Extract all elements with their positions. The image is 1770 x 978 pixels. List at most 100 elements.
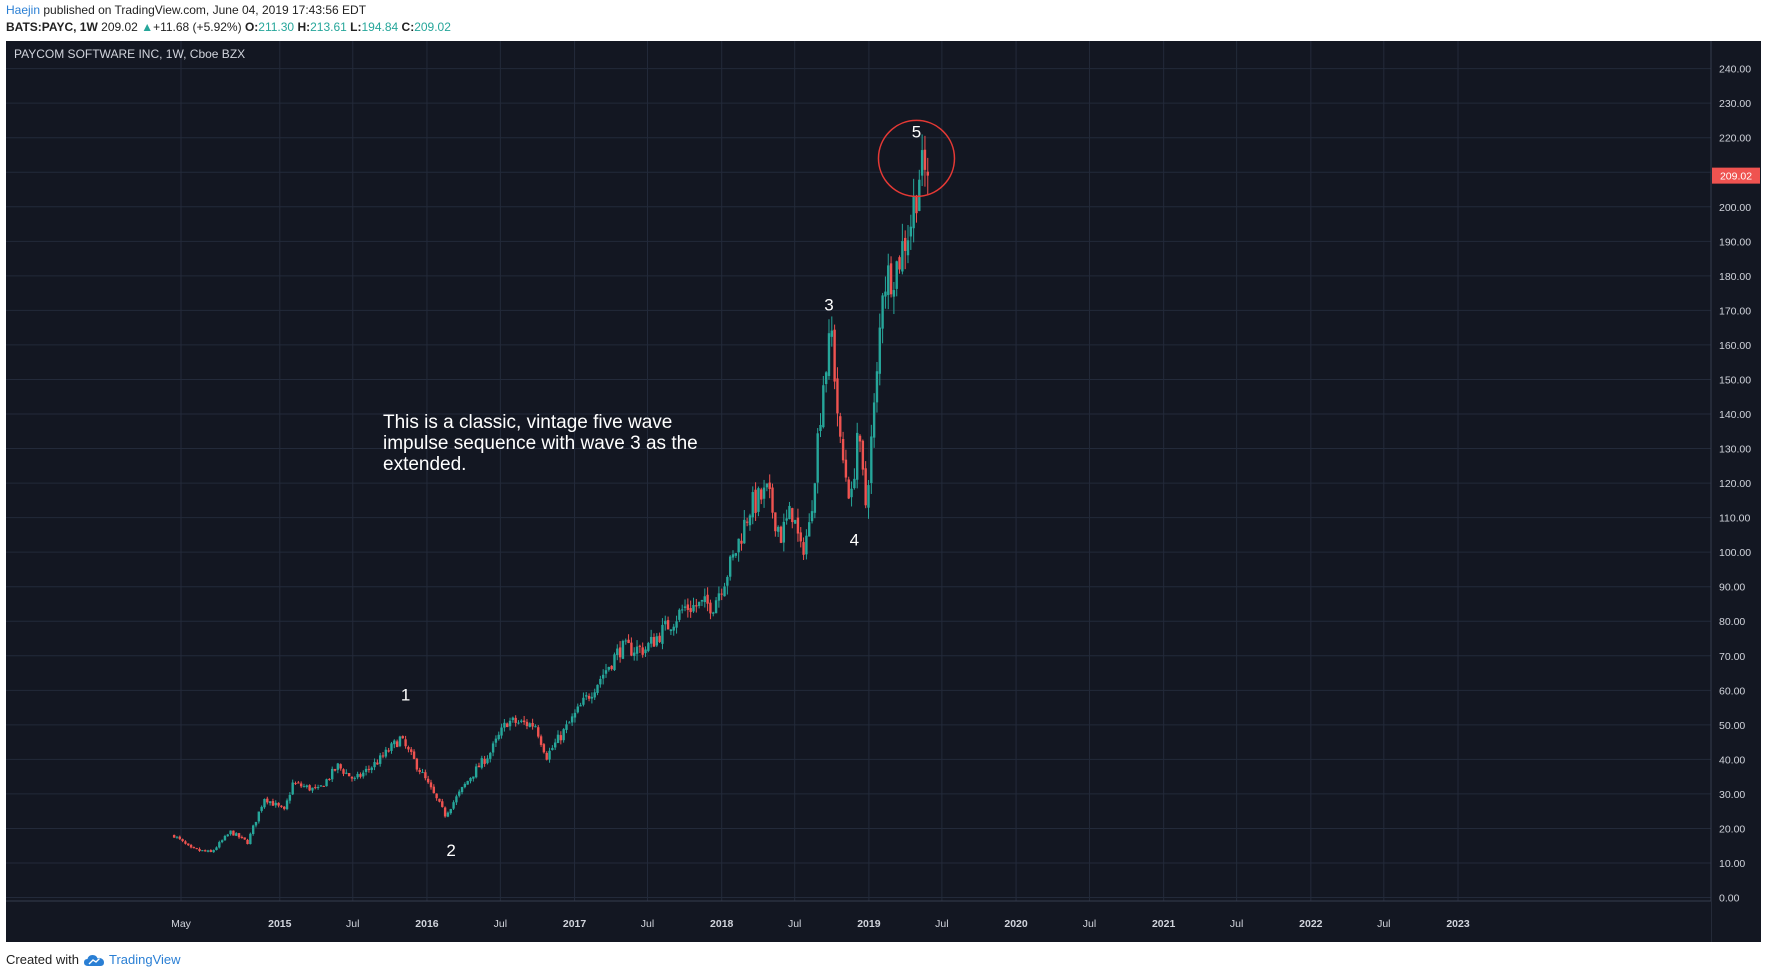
tradingview-link[interactable]: TradingView (108, 952, 181, 967)
candle-body (539, 736, 543, 745)
candle-body (723, 586, 726, 597)
candle-body (215, 847, 218, 851)
candle-body (285, 800, 289, 810)
candle-body (822, 385, 825, 428)
candle-body (503, 722, 506, 728)
candle-body (819, 425, 822, 432)
x-tick-label: 2021 (1152, 918, 1176, 930)
x-tick-label: Jul (641, 918, 654, 930)
candle-body (757, 488, 760, 512)
candle-body (870, 436, 873, 484)
candle-body (418, 770, 421, 772)
y-tick-label: 0.00 (1719, 893, 1740, 905)
candle-body (271, 801, 275, 806)
candle-body (833, 329, 836, 382)
candle-body (867, 485, 870, 508)
chart-container[interactable]: 0.00 10.00 20.00 30.00 40.00 50.00 60.00 70.00 8… (6, 41, 1761, 942)
candle-body (251, 825, 255, 835)
candle-body (415, 758, 419, 770)
candle-body (633, 652, 636, 656)
annotation-line: extended. (383, 454, 466, 475)
high-label: H: (297, 20, 311, 34)
candle-body (331, 768, 334, 780)
wave-labels: 1 2 3 4 5 (401, 123, 921, 860)
candle-body (494, 738, 498, 743)
candle-body (477, 765, 481, 768)
y-tick-label: 70.00 (1719, 651, 1745, 663)
candle-body (889, 263, 893, 295)
candle-body (438, 798, 441, 802)
candle-body (426, 778, 430, 783)
price-axis-background (1711, 41, 1761, 942)
candle-body (568, 722, 571, 724)
candle-body (342, 769, 345, 774)
candle-body (486, 758, 489, 764)
candle-body (720, 593, 723, 595)
candle-body (249, 833, 252, 845)
candle-body (393, 740, 396, 745)
candle-body (311, 787, 314, 791)
last-price-tag: 209.02 (1712, 167, 1760, 184)
candle-body (689, 608, 692, 613)
candle-body (695, 605, 698, 607)
grid (6, 41, 1711, 901)
candle-body (895, 261, 898, 289)
candle-body (726, 576, 729, 586)
candle-body (531, 722, 534, 727)
candle-body (435, 793, 438, 799)
candle-body (616, 648, 619, 656)
candle-body (760, 489, 763, 500)
candle-body (232, 830, 235, 836)
candle-body (299, 783, 303, 787)
candle-body (466, 780, 469, 785)
candle-body (712, 612, 715, 614)
author-link[interactable]: Haejin (6, 3, 41, 17)
candle-body (455, 796, 458, 803)
x-tick-label: Jul (935, 918, 948, 930)
time-axis[interactable]: May 2015 Jul 2016 Jul 2017 Jul 2018 Jul 2019 Jul 20… (171, 918, 1470, 930)
candle-body (618, 647, 622, 658)
candle-body (841, 438, 845, 461)
candle-body (920, 150, 924, 176)
candle-body (401, 736, 404, 739)
candle-body (779, 526, 783, 543)
x-tick-label: Jul (1083, 918, 1096, 930)
wave-label: 5 (912, 123, 921, 142)
candle-body (791, 508, 794, 523)
candle-body (551, 747, 554, 751)
candle-body (918, 179, 921, 211)
last-price-tag-background (1712, 167, 1760, 184)
candle-body (500, 727, 503, 736)
candle-body (421, 772, 424, 774)
candle-body (288, 794, 292, 801)
candle-body (686, 604, 690, 610)
price-axis[interactable]: 0.00 10.00 20.00 30.00 40.00 50.00 60.00 70.00 8… (1719, 64, 1751, 905)
candle-body (506, 723, 509, 728)
candle-body (692, 605, 695, 612)
x-tick-label: Jul (1377, 918, 1390, 930)
candle-body (765, 483, 769, 488)
candle-body (373, 762, 376, 768)
candle-body (754, 489, 757, 513)
chart-background (6, 41, 1761, 942)
candle-body (291, 782, 294, 795)
y-tick-label: 150.00 (1719, 374, 1751, 386)
candle-body (805, 535, 808, 555)
highlight-circle (877, 119, 956, 198)
candle-body (463, 783, 467, 788)
x-tick-label: 2015 (268, 918, 292, 930)
x-tick-label: Jul (346, 918, 359, 930)
created-with-label: Created with (6, 952, 79, 967)
candle-body (796, 517, 800, 534)
x-tick-label: Jul (1230, 918, 1243, 930)
price-chart[interactable]: 0.00 10.00 20.00 30.00 40.00 50.00 60.00 70.00 8… (6, 41, 1761, 942)
x-tick-label: 2020 (1004, 918, 1028, 930)
candle-body (776, 526, 780, 532)
candle-body (836, 378, 839, 414)
candle-body (497, 734, 500, 740)
candle-body (297, 782, 300, 784)
candle-body (362, 772, 365, 777)
candle-body (751, 492, 754, 518)
candle-body (683, 606, 687, 608)
candle-body (861, 440, 865, 470)
